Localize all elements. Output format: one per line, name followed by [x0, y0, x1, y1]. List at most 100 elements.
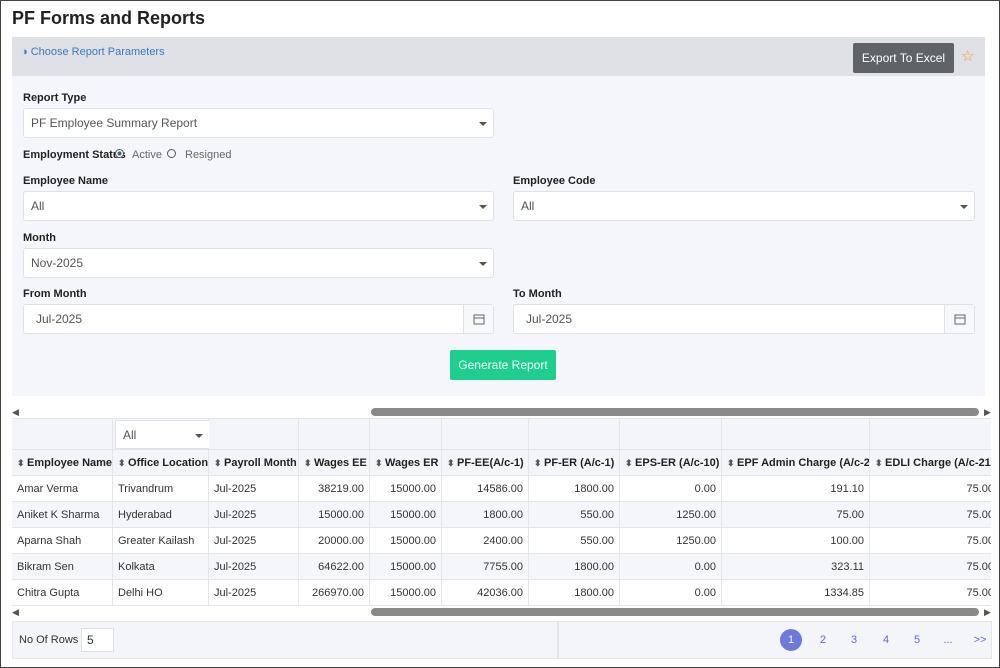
calendar-button[interactable]: [463, 305, 493, 333]
table-cell: 1250.00: [620, 502, 722, 528]
table-cell: 15000.00: [370, 554, 442, 580]
sort-icon[interactable]: ⬍: [534, 458, 545, 468]
table-cell: 0.00: [620, 476, 722, 502]
page-link[interactable]: 3: [850, 634, 858, 646]
select-value: All: [521, 199, 535, 213]
header-text: PF-ER (A/c-1): [544, 457, 615, 469]
filter-cell: [299, 419, 370, 450]
radio-label[interactable]: Active: [132, 149, 162, 161]
table-cell: Aparna Shah: [12, 528, 113, 554]
table-cell: 75.00: [870, 502, 991, 528]
filter-select[interactable]: All: [115, 420, 210, 449]
column-header[interactable]: ⬍ Wages ER: [370, 450, 442, 476]
date-input[interactable]: Jul-2025: [513, 304, 975, 334]
header-text: PF-EE(A/c-1): [457, 457, 524, 469]
radio[interactable]: [115, 149, 124, 158]
table-cell: 2400.00: [442, 528, 529, 554]
label: Month: [23, 232, 56, 244]
table-cell: 15000.00: [370, 476, 442, 502]
sort-icon[interactable]: ⬍: [118, 458, 129, 468]
export-button[interactable]: Export To Excel: [853, 43, 954, 73]
sort-icon[interactable]: ⬍: [727, 458, 738, 468]
table-cell: 15000.00: [370, 502, 442, 528]
sort-icon[interactable]: ⬍: [17, 458, 28, 468]
sort-icon[interactable]: ⬍: [214, 458, 225, 468]
table-cell: 1250.00: [620, 528, 722, 554]
table-cell: 0.00: [620, 580, 722, 606]
table-cell: 7755.00: [442, 554, 529, 580]
column-header[interactable]: ⬍ PF-ER (A/c-1): [529, 450, 620, 476]
sort-icon[interactable]: ⬍: [875, 458, 886, 468]
sort-icon[interactable]: ⬍: [304, 458, 315, 468]
filter-cell: [442, 419, 529, 450]
select[interactable]: All: [23, 191, 494, 221]
table-cell: 15000.00: [370, 528, 442, 554]
header-text: Payroll Month: [224, 457, 297, 469]
select[interactable]: All: [513, 191, 975, 221]
table-cell: Kolkata: [113, 554, 209, 580]
page-link[interactable]: 4: [882, 634, 890, 646]
table-cell: Delhi HO: [113, 580, 209, 606]
header-text: EDLI Charge (A/c-21): [885, 457, 991, 469]
toggle-text[interactable]: Choose Report Parameters: [30, 46, 165, 58]
table: ⬍ Employee Name Amar Verma Aniket K Sharma…: [12, 418, 991, 606]
page-link[interactable]: 2: [819, 634, 827, 646]
column-header[interactable]: ⬍ Office Location: [113, 450, 209, 476]
column-header[interactable]: ⬍ Payroll Month: [209, 450, 299, 476]
select[interactable]: PF Employee Summary Report: [23, 108, 494, 138]
rows-input[interactable]: 5: [81, 628, 114, 652]
table-cell: 323.11: [722, 554, 870, 580]
table-cell: 15000.00: [370, 580, 442, 606]
filter-cell: [529, 419, 620, 450]
header-text: Employee Name: [27, 457, 113, 469]
table-cell: Jul-2025: [209, 502, 299, 528]
table-cell: Bikram Sen: [12, 554, 113, 580]
table-cell: Aniket K Sharma: [12, 502, 113, 528]
filter-cell: [209, 419, 299, 450]
calendar-icon: [473, 314, 485, 325]
page-link[interactable]: 1: [780, 629, 802, 651]
date-value: Jul-2025: [36, 312, 83, 326]
column-header[interactable]: ⬍ Employee Name: [12, 450, 113, 476]
generate-button[interactable]: Generate Report: [450, 350, 556, 380]
column-header[interactable]: ⬍ Wages EE: [299, 450, 370, 476]
filter-cell: [870, 419, 991, 450]
sort-icon[interactable]: ⬍: [447, 458, 458, 468]
table-cell: Jul-2025: [209, 554, 299, 580]
sort-icon[interactable]: ⬍: [375, 458, 386, 468]
date-value: Jul-2025: [526, 312, 573, 326]
table-cell: 0.00: [620, 554, 722, 580]
column-header[interactable]: ⬍ EPF Admin Charge (A/c-2): [722, 450, 870, 476]
table-cell: 1800.00: [442, 502, 529, 528]
table-cell: Greater Kailash: [113, 528, 209, 554]
date-input[interactable]: Jul-2025: [23, 304, 494, 334]
table-cell: 75.00: [870, 580, 991, 606]
header-text: EPS-ER (A/c-10): [635, 457, 720, 469]
header-text: Wages EE: [314, 457, 367, 469]
label: Report Type: [23, 92, 87, 104]
table-cell: 75.00: [870, 528, 991, 554]
scrollbar[interactable]: ◀ ▶: [12, 407, 991, 417]
select-value: Nov-2025: [31, 256, 84, 270]
page-link[interactable]: 5: [913, 634, 921, 646]
label: Employee Code: [513, 175, 596, 187]
radio-label[interactable]: Resigned: [185, 149, 232, 161]
page-link[interactable]: ...: [943, 634, 953, 646]
page-link[interactable]: >>: [973, 634, 987, 646]
params-toggle[interactable]: ◑ Choose Report Parameters: [21, 46, 165, 58]
select[interactable]: Nov-2025: [23, 248, 494, 278]
table-cell: Trivandrum: [113, 476, 209, 502]
table-cell: 191.10: [722, 476, 870, 502]
star-icon[interactable]: ☆: [961, 48, 975, 65]
table-cell: 15000.00: [299, 502, 370, 528]
calendar-button[interactable]: [944, 305, 974, 333]
radio[interactable]: [167, 149, 176, 158]
label: To Month: [513, 288, 562, 300]
scrollbar[interactable]: ◀ ▶: [12, 607, 991, 617]
sort-icon[interactable]: ⬍: [625, 458, 636, 468]
column-header[interactable]: ⬍ EDLI Charge (A/c-21): [870, 450, 991, 476]
column-header[interactable]: ⬍ EPS-ER (A/c-10): [620, 450, 722, 476]
column-header[interactable]: ⬍ PF-EE(A/c-1): [442, 450, 529, 476]
table-cell: 38219.00: [299, 476, 370, 502]
